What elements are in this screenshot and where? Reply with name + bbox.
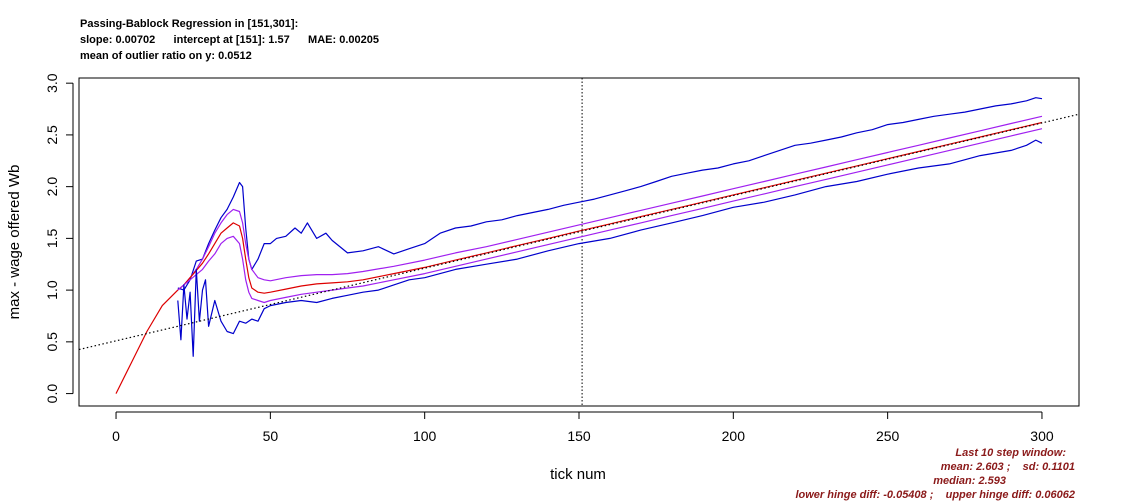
x-axis-label: tick num bbox=[550, 466, 606, 483]
y-axis-label: max - wage offered Wb bbox=[6, 165, 23, 320]
x-axis: 0 50 100 150 200 250 300 bbox=[112, 411, 1054, 444]
y-tick-label: 0.5 bbox=[44, 332, 60, 352]
plot-frame bbox=[78, 77, 1080, 407]
stats-window-title: Last 10 step window: bbox=[955, 447, 1066, 459]
regression-layer bbox=[79, 113, 1079, 351]
y-tick-label: 1.5 bbox=[44, 228, 60, 248]
series-line-upper-band bbox=[177, 115, 1043, 291]
stats-mean-sd: mean: 2.603 ; sd: 0.1101 bbox=[941, 461, 1075, 473]
series-line-lower-band bbox=[177, 128, 1043, 304]
x-tick-label: 200 bbox=[722, 428, 746, 444]
y-tick-label: 3.0 bbox=[44, 73, 60, 93]
x-tick-label: 250 bbox=[876, 428, 900, 444]
x-tick-label: 300 bbox=[1030, 428, 1054, 444]
series-layer bbox=[115, 97, 1043, 394]
header-regression-stats: slope: 0.00702 intercept at [151]: 1.57 … bbox=[80, 34, 379, 46]
y-tick-label: 0.0 bbox=[44, 384, 60, 404]
x-tick-label: 100 bbox=[413, 428, 437, 444]
y-tick-label: 1.0 bbox=[44, 280, 60, 300]
series-line-upper-envelope bbox=[177, 97, 1043, 291]
series-line-lower-envelope bbox=[177, 139, 1043, 357]
y-axis: 0.0 0.5 1.0 1.5 2.0 2.5 3.0 bbox=[44, 73, 74, 404]
y-tick-label: 2.5 bbox=[44, 125, 60, 145]
regression-line bbox=[79, 113, 1079, 351]
y-tick-label: 2.0 bbox=[44, 177, 60, 197]
x-tick-label: 150 bbox=[567, 428, 591, 444]
header-outlier-ratio: mean of outlier ratio on y: 0.0512 bbox=[80, 50, 252, 62]
header-regression-title: Passing-Bablock Regression in [151,301]: bbox=[80, 18, 298, 30]
x-tick-label: 0 bbox=[112, 428, 120, 444]
stats-hinge-diffs: lower hinge diff: -0.05408 ; upper hinge… bbox=[795, 489, 1075, 501]
x-tick-label: 50 bbox=[263, 428, 279, 444]
series-line-median bbox=[115, 121, 1043, 394]
stats-median: median: 2.593 bbox=[933, 475, 1006, 487]
